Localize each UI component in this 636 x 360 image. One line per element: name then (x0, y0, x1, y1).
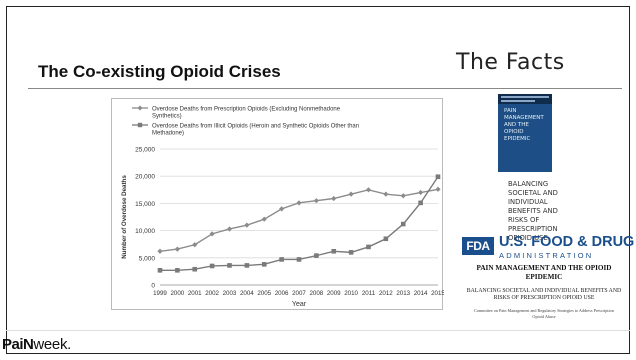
series-1-point (157, 248, 163, 254)
x-tick-label: 2011 (362, 290, 376, 297)
series-line-1 (159, 188, 439, 252)
series-2-point (314, 253, 319, 258)
series-2-point (331, 248, 337, 254)
y-tick-label: 25,000 (135, 147, 155, 154)
slide-frame (6, 6, 630, 354)
x-tick-label: 2002 (205, 290, 219, 297)
x-tick-label: 2005 (257, 290, 271, 297)
series-2-point (366, 244, 371, 250)
series-1-point (296, 200, 302, 206)
y-tick-label: 0 (151, 283, 155, 290)
series-1-point (365, 187, 372, 193)
fda-administration: ADMINISTRATION (499, 251, 594, 260)
series-1-point (209, 231, 215, 237)
x-tick-label: 2000 (170, 290, 184, 297)
report-title: PAIN MANAGEMENT AND THE OPIOID EPIDEMIC (476, 264, 612, 281)
report-cover-image: PAIN MANAGEMENT AND THE OPIOID EPIDEMIC (498, 94, 552, 172)
series-1-point (192, 242, 198, 248)
x-tick-label: 2014 (414, 290, 428, 297)
x-tick-label: 1999 (153, 290, 167, 297)
title-divider (28, 88, 622, 89)
series-1-point (261, 216, 267, 222)
slide-heading-right: The Facts (456, 50, 565, 75)
x-tick-label: 2004 (240, 290, 254, 297)
x-tick-label: 2015 (431, 290, 444, 297)
legend-marker-square (137, 122, 143, 128)
footer-divider (6, 330, 630, 331)
x-tick-label: 2003 (223, 290, 237, 297)
overdose-chart: 0 5,000 10,000 15,000 20,000 25,000 1999 2000 20… (111, 98, 444, 310)
series-2-point (209, 263, 215, 269)
logo-part-2: week. (33, 336, 72, 353)
chart-svg: 0 5,000 10,000 15,000 20,000 25,000 1999 2000 20… (121, 105, 444, 308)
series-2-point (418, 200, 423, 206)
series-1-point (313, 198, 319, 204)
series-1-point (383, 191, 389, 197)
series-1-point (174, 246, 180, 252)
y-tick-label: 10,000 (135, 228, 155, 235)
report-cover-title: PAIN MANAGEMENT AND THE OPIOID EPIDEMIC (504, 108, 544, 142)
series-2-point (261, 262, 267, 267)
series-2-point (348, 250, 354, 255)
series-2-point (157, 268, 163, 273)
series-2-point (192, 266, 198, 272)
series-2-point (279, 257, 284, 262)
series-1-point (226, 226, 233, 232)
series-2-point (244, 263, 250, 268)
fda-name: U.S. FOOD & DRUG (499, 234, 635, 250)
report-cover-header (498, 94, 552, 104)
x-tick-label: 2008 (309, 290, 323, 297)
y-tick-label: 5,000 (139, 255, 156, 262)
x-tick-label: 2012 (379, 290, 393, 297)
painweek-logo: PaiNweek. (2, 336, 71, 354)
series-line-2 (160, 176, 439, 272)
series-2-point (383, 236, 389, 242)
x-axis-title: Year (292, 301, 307, 308)
slide-title: The Co-existing Opioid Crises (38, 62, 281, 81)
x-tick-label: 2006 (275, 290, 289, 297)
series-2-point (435, 174, 441, 180)
series-1-point (418, 189, 424, 196)
series-1-point (331, 195, 337, 202)
series-2-point (175, 268, 180, 273)
y-axis-title: Number of Overdose Deaths (121, 175, 128, 259)
report-committee: Committee on Pain Management and Regulat… (474, 308, 614, 319)
series-2-point (296, 257, 302, 262)
x-tick-label: 2009 (327, 290, 341, 297)
x-tick-label: 2010 (344, 290, 358, 297)
legend-entry: Overdose Deaths from Illicit Opioids (He… (152, 123, 359, 136)
report-cover-subtitle: BALANCING SOCIETAL AND INDIVIDUAL BENEFI… (508, 180, 558, 242)
series-2-point (400, 221, 406, 227)
fda-badge: FDA (462, 237, 494, 255)
report-subtitle: BALANCING SOCIETAL AND INDIVIDUAL BENEFI… (466, 288, 622, 301)
x-tick-label: 2013 (396, 290, 410, 297)
series-1-point (435, 186, 441, 192)
series-1-point (348, 191, 354, 197)
fda-logo: FDA U.S. FOOD & DRUG ADMINISTRATION (462, 234, 635, 260)
series-1-point (279, 206, 285, 212)
x-tick-label: 2001 (188, 290, 202, 297)
legend-entry: Overdose Deaths from Prescription Opioid… (152, 106, 341, 119)
legend-marker-diamond (137, 105, 143, 111)
x-tick-label: 2007 (292, 290, 306, 297)
y-tick-label: 20,000 (135, 174, 155, 181)
series-1-point (244, 222, 250, 228)
series-2-point (227, 263, 232, 268)
y-tick-label: 15,000 (135, 201, 155, 208)
series-1-point (400, 193, 406, 199)
logo-part-1: PaiN (2, 336, 34, 353)
